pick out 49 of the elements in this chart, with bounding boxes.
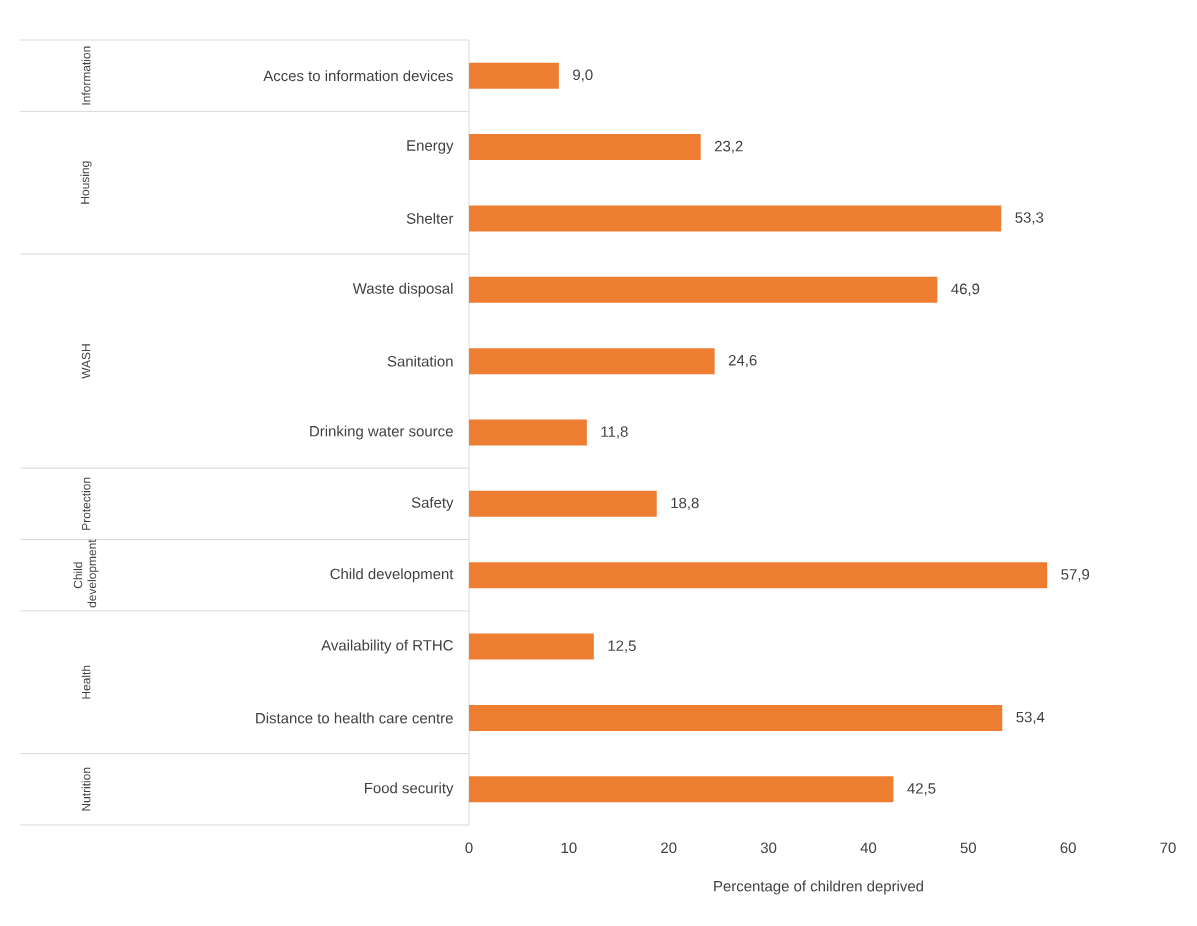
- data-label: 12,5: [608, 640, 636, 653]
- y-tick-label: Food security: [365, 782, 454, 797]
- y-tick-label: Availability of RTHC: [321, 639, 453, 654]
- x-tick-label: 60: [1060, 842, 1076, 854]
- data-label: 53,3: [1015, 212, 1044, 225]
- y-tick-label: Waste disposal: [352, 282, 453, 297]
- x-tick-label: 50: [960, 842, 977, 854]
- data-label: 23,2: [714, 140, 743, 154]
- bar: [469, 134, 701, 161]
- bar: [469, 633, 594, 660]
- data-label: 9,0: [573, 69, 593, 82]
- data-label: 11,8: [601, 426, 628, 439]
- y-tick-label: Child development: [330, 568, 454, 583]
- bar: [469, 205, 1002, 232]
- x-axis-title: Percentage of children deprived: [714, 880, 923, 895]
- text: Nutrition: [81, 767, 91, 811]
- x-tick-label: 40: [860, 842, 877, 854]
- data-label: 42,5: [907, 783, 936, 796]
- bar: [469, 276, 938, 303]
- data-label: 18,8: [671, 497, 699, 511]
- x-tick-label: 10: [561, 842, 577, 854]
- y-tick-label: Safety: [411, 496, 454, 511]
- y-tick-label: Energy: [407, 140, 454, 154]
- x-tick-label: 70: [1160, 842, 1176, 854]
- bar: [469, 419, 587, 446]
- data-label: 57,9: [1061, 569, 1090, 582]
- y-tick-label: Acces to information devices: [263, 70, 453, 82]
- text: Protection: [81, 477, 91, 530]
- text: WASH: [81, 344, 91, 379]
- bar: [469, 62, 559, 89]
- bar: [469, 490, 657, 517]
- bar: [469, 776, 894, 803]
- text: Child development: [73, 539, 99, 608]
- text: Housing: [80, 161, 92, 204]
- data-label: 24,6: [728, 354, 757, 368]
- x-tick-label: 20: [661, 842, 677, 854]
- y-tick-label: Shelter: [406, 212, 454, 224]
- bar: [469, 704, 1003, 731]
- data-label: 46,9: [951, 283, 980, 296]
- bar: [469, 562, 1048, 589]
- y-tick-label: Sanitation: [387, 355, 453, 367]
- text: Information: [81, 46, 91, 105]
- y-tick-label: Drinking water source: [310, 425, 453, 440]
- x-tick-label: 0: [465, 842, 473, 854]
- data-label: 53,4: [1016, 711, 1045, 725]
- text: Health: [81, 665, 91, 699]
- y-tick-label: Distance to health care centre: [256, 712, 453, 724]
- bar: [469, 348, 715, 375]
- x-tick-label: 30: [760, 842, 777, 854]
